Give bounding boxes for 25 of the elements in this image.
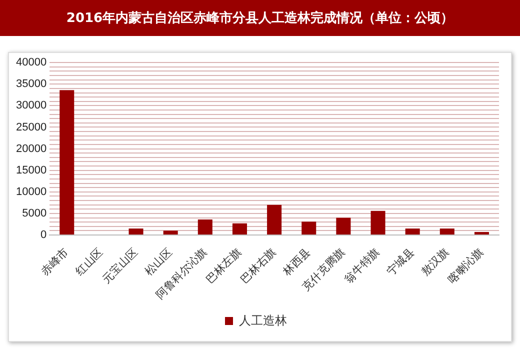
bar <box>198 219 212 234</box>
y-tick-label: 15000 <box>16 164 47 176</box>
legend-label: 人工造林 <box>239 313 287 328</box>
bar <box>405 228 420 234</box>
y-tick-label: 40000 <box>16 56 47 69</box>
y-tick-label: 20000 <box>16 142 47 155</box>
chart-title: 2016年内蒙古自治区赤峰市分县人工造林完成情况（单位：公顷） <box>0 0 520 36</box>
bar <box>440 228 454 234</box>
x-tick-label: 宁城县 <box>384 246 417 278</box>
bar <box>474 232 489 234</box>
bar <box>60 90 74 234</box>
y-tick-label: 10000 <box>16 186 47 198</box>
y-tick-label: 0 <box>40 229 47 242</box>
bar <box>128 228 144 234</box>
y-tick-label: 25000 <box>16 121 47 134</box>
bar <box>370 210 386 234</box>
bar <box>232 223 247 234</box>
bar <box>267 204 282 234</box>
x-tick-label: 赤峰市 <box>38 246 72 278</box>
y-tick-label: 5000 <box>22 207 47 220</box>
bar <box>163 230 178 234</box>
y-tick-label: 35000 <box>16 78 47 90</box>
bar <box>336 218 351 234</box>
bar <box>302 222 316 234</box>
y-tick-label: 30000 <box>16 100 47 112</box>
